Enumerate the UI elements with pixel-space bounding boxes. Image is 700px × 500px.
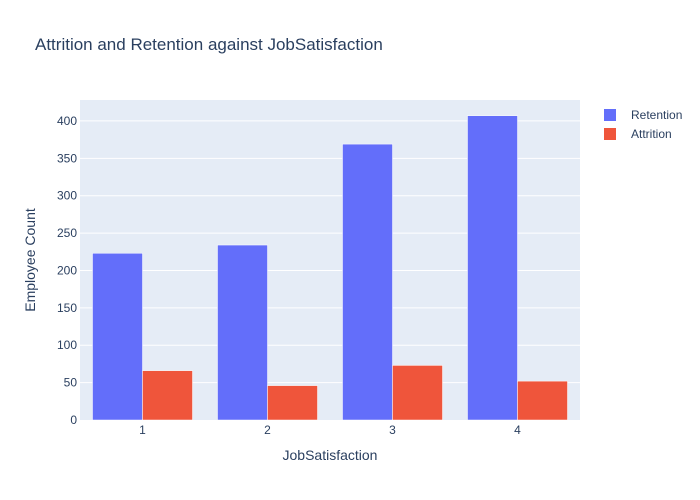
- bar-attrition-2[interactable]: [267, 385, 318, 421]
- y-tick-label: 0: [70, 413, 77, 427]
- legend-label: Attrition: [631, 127, 672, 141]
- y-axis-ticks: 0 50 100 150 200 250 300 350 400: [57, 114, 77, 427]
- bars: [92, 115, 568, 421]
- y-tick-label: 400: [57, 114, 77, 128]
- x-tick-label: 2: [264, 423, 271, 437]
- legend-label: Retention: [631, 108, 682, 122]
- x-tick-label: 1: [139, 423, 146, 437]
- bar-retention-3[interactable]: [342, 143, 393, 421]
- legend[interactable]: Retention Attrition: [604, 108, 682, 141]
- y-tick-label: 100: [57, 338, 77, 352]
- x-axis-ticks: 1 2 3 4: [139, 423, 521, 437]
- x-tick-label: 3: [389, 423, 396, 437]
- y-tick-label: 350: [57, 151, 77, 165]
- legend-item-retention[interactable]: Retention: [604, 108, 682, 122]
- y-tick-label: 50: [64, 376, 78, 390]
- bar-attrition-3[interactable]: [392, 365, 443, 421]
- y-axis-title: Employee Count: [22, 208, 38, 312]
- bar-retention-4[interactable]: [467, 115, 518, 421]
- y-tick-label: 200: [57, 263, 77, 277]
- y-tick-label: 300: [57, 189, 77, 203]
- x-tick-label: 4: [514, 423, 521, 437]
- chart-title: Attrition and Retention against JobSatis…: [35, 35, 383, 54]
- x-axis-title: JobSatisfaction: [283, 447, 378, 463]
- bar-attrition-4[interactable]: [517, 380, 568, 421]
- y-tick-label: 250: [57, 226, 77, 240]
- bar-retention-1[interactable]: [92, 253, 143, 421]
- bar-attrition-1[interactable]: [142, 370, 193, 421]
- legend-swatch: [604, 128, 616, 140]
- y-tick-label: 150: [57, 301, 77, 315]
- legend-swatch: [604, 109, 616, 121]
- legend-item-attrition[interactable]: Attrition: [604, 127, 672, 141]
- bar-retention-2[interactable]: [217, 244, 268, 421]
